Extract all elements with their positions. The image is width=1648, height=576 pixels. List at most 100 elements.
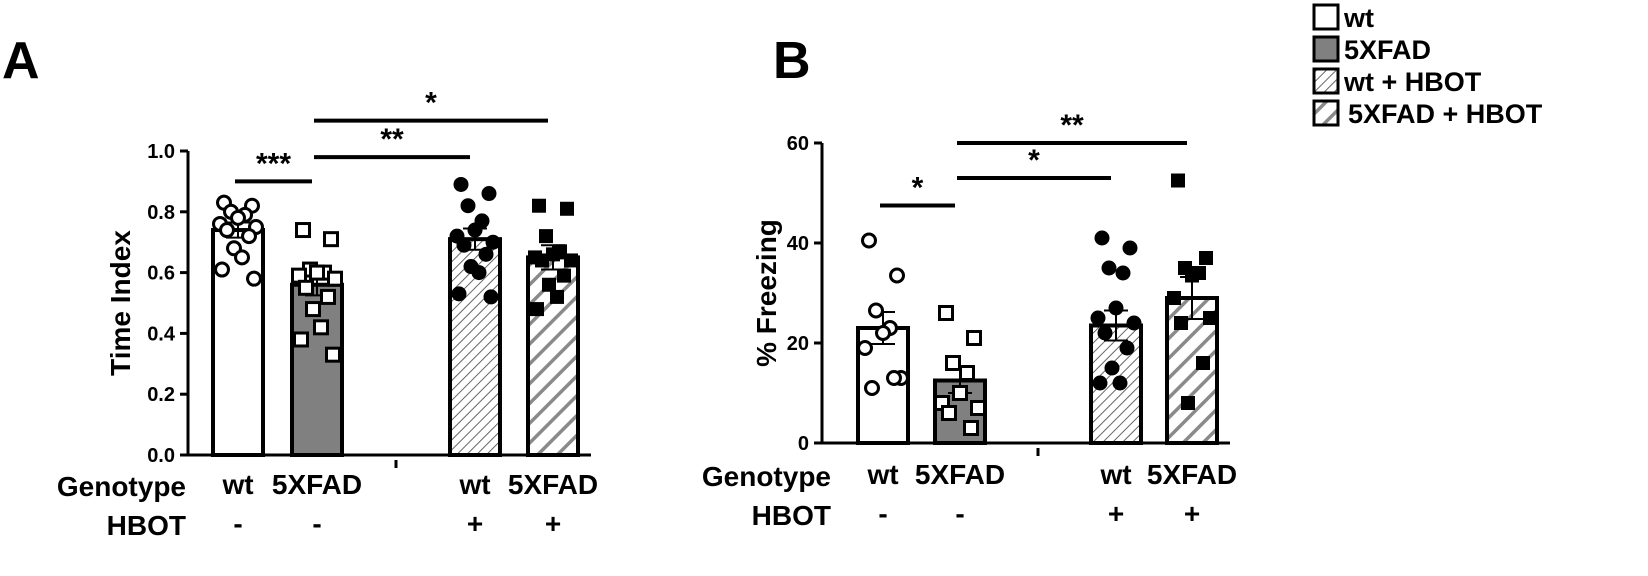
data-point [532,198,546,213]
data-point [875,325,891,341]
data-point [1097,325,1113,341]
significance-label: ** [380,123,404,156]
data-point [530,302,544,317]
data-point [1196,356,1210,370]
genotype-label: 5XFAD [508,469,598,500]
bar [290,282,344,458]
data-point [1090,310,1106,326]
data-point [1092,375,1108,391]
genotype-label: 5XFAD [272,469,362,500]
data-point [857,340,873,356]
y-tick-label: 1.0 [147,141,175,163]
data-point [1167,291,1181,305]
data-point [542,277,556,292]
hbot-label: + [467,508,483,539]
data-point [460,198,476,214]
genotype-label: 5XFAD [915,459,1005,490]
legend-label: wt + HBOT [1343,67,1482,97]
data-point [1101,260,1117,276]
data-point [320,288,336,305]
y-tick-label: 0.2 [147,384,175,406]
hbot-row-title: HBOT [107,510,186,541]
data-point [1171,173,1185,188]
data-point [219,222,235,239]
data-point [941,405,957,421]
data-point [214,261,230,278]
legend-label: wt [1343,3,1374,33]
hbot-label: + [1184,498,1200,529]
data-point [293,331,309,348]
hbot-label: - [233,508,242,539]
data-point [451,286,467,302]
data-point [1181,396,1195,410]
hbot-label: - [955,498,964,529]
data-point [1174,316,1188,330]
data-point [546,247,560,262]
y-tick-label: 60 [787,133,809,155]
data-point [970,400,986,416]
genotype-label: wt [866,459,898,490]
data-point [889,267,905,284]
legend-swatch [1312,3,1340,31]
data-point [1115,265,1131,281]
data-point [1108,300,1124,316]
data-point [325,346,341,363]
data-point [309,264,325,281]
significance-label: *** [256,147,291,180]
data-point [1185,268,1199,283]
y-tick-label: 0.8 [147,202,175,224]
data-point [963,420,979,436]
hbot-label: + [1108,498,1124,529]
data-point [952,385,968,401]
data-point [305,301,321,318]
data-point [295,222,311,239]
y-tick-label: 0.0 [147,445,175,467]
legend-swatch [1312,35,1340,63]
legend-swatch [1312,67,1340,95]
panel-letter-a: A [2,32,40,90]
data-point [539,229,553,244]
data-point [230,209,246,226]
data-point [886,370,902,386]
significance-label: * [425,87,437,120]
data-point [313,319,329,336]
legend-label: 5XFAD + HBOT [1348,99,1543,129]
data-point [1094,230,1110,246]
genotype-label: wt [221,469,253,500]
data-point [453,176,469,192]
hbot-label: - [878,498,887,529]
data-point [1199,251,1213,265]
legend-label: 5XFAD [1344,35,1431,65]
data-point [1122,240,1138,256]
data-point [868,302,884,319]
genotype-row-title: Genotype [702,461,831,492]
data-point [485,234,501,250]
data-point [1126,315,1142,331]
hbot-label: - [312,508,321,539]
data-point [550,289,564,304]
y-tick-label: 40 [787,233,809,255]
data-point [535,253,549,268]
significance-label: * [912,172,924,205]
data-point [1112,375,1128,391]
hbot-label: + [545,508,561,539]
data-point [966,330,982,346]
data-point [298,279,314,296]
data-point [471,265,487,281]
genotype-label: 5XFAD [1147,459,1237,490]
data-point [327,270,343,287]
data-point [560,201,574,216]
data-point [945,355,961,371]
data-point [456,237,472,253]
panel-letter-b: B [773,32,811,90]
data-point [1104,360,1120,376]
y-axis-label: % Freezing [751,219,782,367]
data-point [241,228,257,245]
genotype-row-title: Genotype [57,471,186,502]
data-point [467,222,483,238]
data-point [557,268,571,283]
